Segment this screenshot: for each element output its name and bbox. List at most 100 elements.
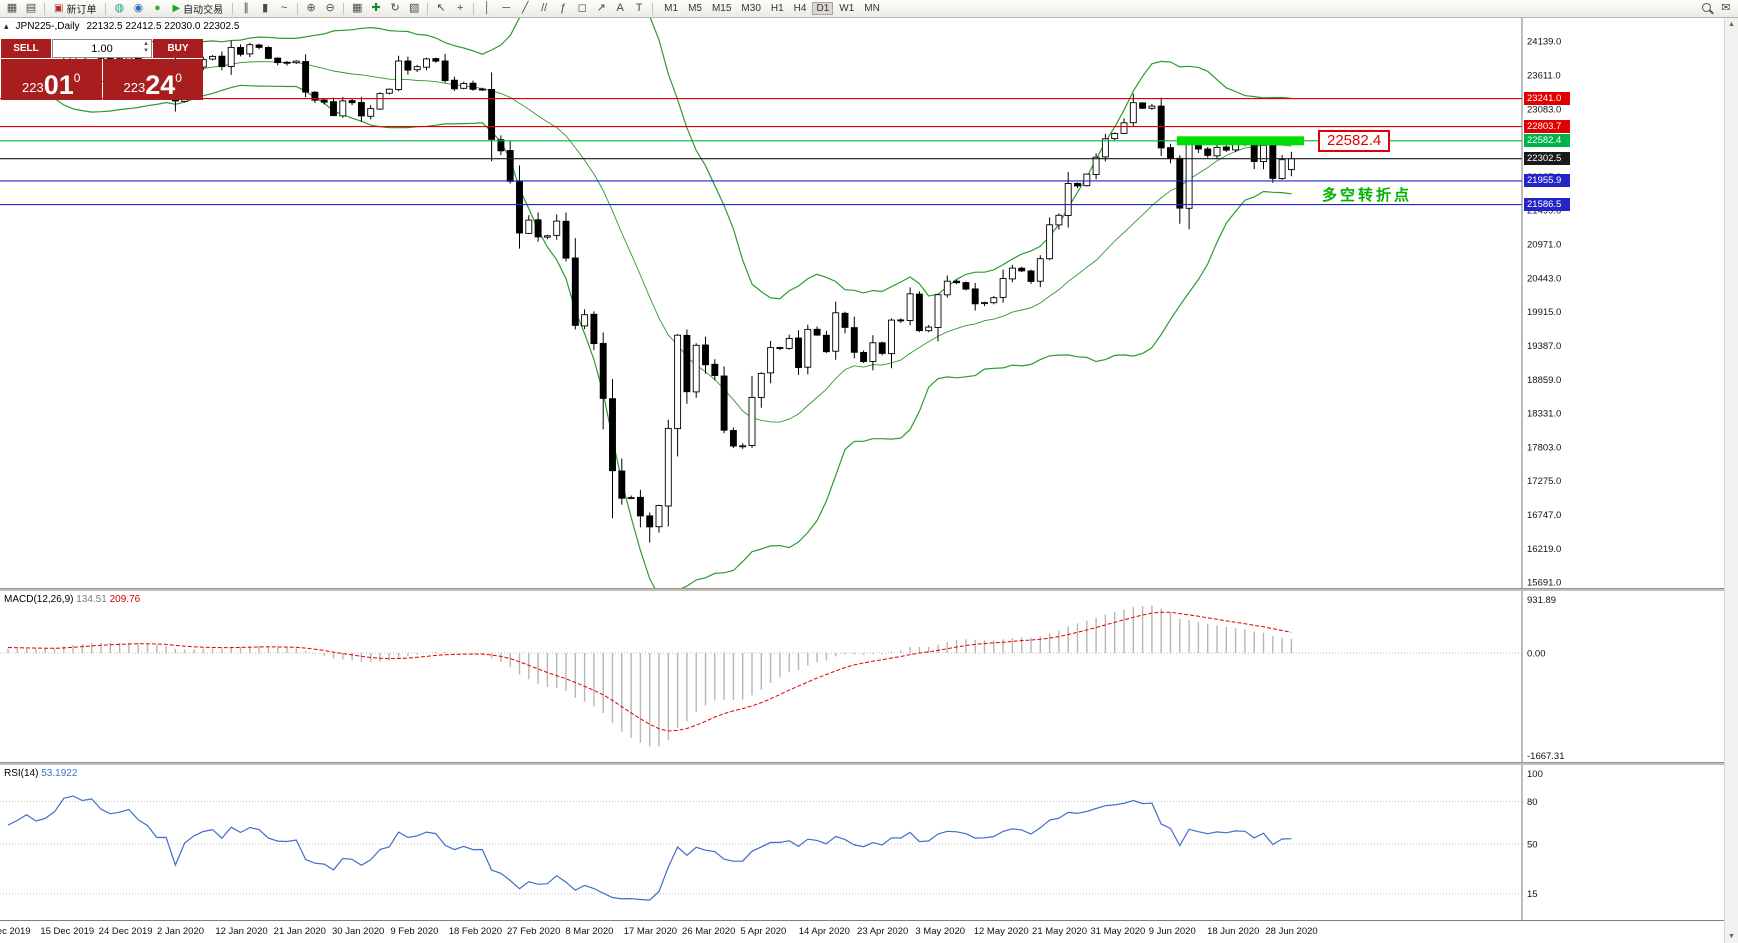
trendline-icon[interactable]: ╱ bbox=[521, 2, 529, 14]
spinner-down-icon[interactable]: ▼ bbox=[143, 48, 149, 54]
arrow-objects-icon[interactable]: ↗ bbox=[596, 2, 606, 14]
svg-text:50: 50 bbox=[1527, 840, 1538, 851]
mql5-icon[interactable]: ◉ bbox=[133, 2, 144, 14]
community-icon[interactable]: ◍ bbox=[114, 2, 125, 14]
price-line-badge[interactable]: 23241.0 bbox=[1524, 92, 1570, 106]
period-refresh-icon[interactable]: ↻ bbox=[390, 2, 400, 14]
toolbar: ▦ ▤ ▣ 新订单 ◍ ◉ ● ▶ 自动交易 ∥ ▮ ~ ⊕ ⊖ ▦ ✚ ↻ ▧ ↖ + │ ─ ╱ // ƒ ◻ ↗ A T M1 M5 M… bbox=[0, 0, 1738, 18]
candlestick-chart-icon[interactable]: ▮ bbox=[262, 2, 269, 14]
timeframe-m1[interactable]: M1 bbox=[664, 3, 679, 14]
volume-field[interactable]: 1.00 ▲ ▼ bbox=[52, 39, 152, 58]
buy-price-big: 24 bbox=[145, 70, 176, 101]
timeframe-d1[interactable]: D1 bbox=[812, 2, 834, 15]
vertical-line-icon[interactable]: │ bbox=[483, 2, 491, 14]
new-order-button[interactable]: ▣ 新订单 bbox=[49, 1, 101, 16]
macd-axis-labels[interactable]: 931.89 0.00 -1667.31 bbox=[1527, 595, 1565, 762]
date-label: 12 May 2020 bbox=[973, 926, 1029, 937]
bar-chart-icon[interactable]: ∥ bbox=[243, 2, 249, 14]
zoom-in-icon[interactable]: ⊕ bbox=[306, 2, 316, 14]
scroll-down-icon[interactable]: ▼ bbox=[1728, 933, 1735, 940]
fibonacci-icon[interactable]: ƒ bbox=[560, 2, 567, 14]
timeframe-m15[interactable]: M15 bbox=[711, 3, 732, 14]
date-label: 17 Mar 2020 bbox=[623, 926, 678, 937]
rsi-chart[interactable]: 100 80 50 15 bbox=[0, 765, 1738, 920]
highlight-zone[interactable] bbox=[1176, 136, 1304, 146]
panel-splitter[interactable] bbox=[0, 762, 1738, 765]
one-click-collapse-icon[interactable]: ▴ bbox=[4, 21, 9, 31]
sell-price-big: 01 bbox=[43, 70, 74, 101]
date-label: 3 May 2020 bbox=[915, 926, 966, 937]
macd-panel[interactable]: 931.89 0.00 -1667.31 MACD(12,26,9) 134.51 … bbox=[0, 591, 1738, 762]
channel-icon[interactable]: // bbox=[541, 2, 548, 14]
timeframe-h1[interactable]: H1 bbox=[770, 3, 784, 14]
date-label: 14 Apr 2020 bbox=[798, 926, 850, 937]
chat-icon[interactable]: ✉ bbox=[1721, 2, 1731, 14]
search-icon[interactable] bbox=[1698, 1, 1716, 16]
svg-text:18331.0: 18331.0 bbox=[1527, 409, 1561, 420]
svg-text:100: 100 bbox=[1527, 769, 1543, 780]
candles bbox=[4, 40, 1295, 543]
macd-chart[interactable]: 931.89 0.00 -1667.31 bbox=[0, 591, 1738, 762]
tile-windows-icon[interactable]: ▦ bbox=[351, 2, 363, 14]
autotrading-button-label: 自动交易 bbox=[183, 5, 224, 16]
price-line-badge[interactable]: 22582.4 bbox=[1524, 134, 1570, 148]
new-chart-icon[interactable]: ▦ bbox=[6, 2, 18, 14]
price-chart[interactable]: 15691.0 16219.0 16747.0 17275.0 17803.0 18331… bbox=[0, 18, 1738, 588]
horizontal-line-icon[interactable]: ─ bbox=[502, 2, 511, 14]
svg-text:15691.0: 15691.0 bbox=[1527, 578, 1561, 588]
sell-price-button[interactable]: 223 01 0 bbox=[1, 59, 102, 100]
volume-value[interactable]: 1.00 bbox=[91, 42, 113, 55]
date-label: 28 Jun 2020 bbox=[1265, 926, 1318, 937]
panel-splitter[interactable] bbox=[0, 588, 1738, 591]
templates-icon[interactable]: ▧ bbox=[408, 2, 420, 14]
main-chart-panel[interactable]: 15691.0 16219.0 16747.0 17275.0 17803.0 18331… bbox=[0, 18, 1738, 588]
sell-button[interactable]: SELL bbox=[1, 39, 51, 58]
svg-text:18859.0: 18859.0 bbox=[1527, 375, 1561, 386]
profiles-icon[interactable]: ▤ bbox=[25, 2, 37, 14]
timeframe-w1[interactable]: W1 bbox=[839, 3, 855, 14]
price-line-badge[interactable]: 22803.7 bbox=[1524, 120, 1570, 134]
current-price-badge[interactable]: 22302.5 bbox=[1524, 152, 1570, 166]
price-line-badge[interactable]: 21955.9 bbox=[1524, 174, 1570, 188]
rsi-value: 53.1922 bbox=[41, 768, 78, 779]
svg-text:23611.0: 23611.0 bbox=[1527, 70, 1561, 81]
vertical-scrollbar[interactable]: ▲ ▼ bbox=[1724, 18, 1738, 943]
autotrading-button[interactable]: ▶ 自动交易 bbox=[167, 1, 228, 16]
shapes-icon[interactable]: ◻ bbox=[577, 2, 587, 14]
timeframe-mn[interactable]: MN bbox=[864, 3, 880, 14]
svg-text:24139.0: 24139.0 bbox=[1527, 37, 1561, 48]
buy-price-button[interactable]: 223 24 0 bbox=[102, 59, 203, 101]
spinner-up-icon[interactable]: ▲ bbox=[143, 41, 149, 47]
timeframe-h4[interactable]: H4 bbox=[793, 3, 807, 14]
volume-spinner[interactable]: ▲ ▼ bbox=[143, 41, 149, 55]
rsi-panel[interactable]: 100 80 50 15 RSI(14) 53.1922 bbox=[0, 765, 1738, 920]
text-icon[interactable]: A bbox=[616, 2, 624, 14]
line-chart-icon[interactable]: ~ bbox=[280, 2, 288, 14]
crosshair-icon[interactable]: + bbox=[456, 2, 464, 14]
timeframe-m5[interactable]: M5 bbox=[688, 3, 702, 14]
indicators-icon[interactable]: ✚ bbox=[371, 2, 381, 14]
svg-text:80: 80 bbox=[1527, 797, 1538, 808]
buy-button[interactable]: BUY bbox=[153, 39, 203, 58]
timeframe-m30[interactable]: M30 bbox=[741, 3, 761, 14]
buy-price-prefix: 223 bbox=[123, 80, 146, 95]
new-order-button-label: 新订单 bbox=[66, 5, 97, 16]
price-line-badge[interactable]: 21586.5 bbox=[1524, 198, 1570, 212]
sell-price-prefix: 223 bbox=[22, 80, 44, 95]
zoom-out-icon[interactable]: ⊖ bbox=[325, 2, 335, 14]
macd-value: 134.51 bbox=[76, 594, 107, 605]
date-label: 9 Jun 2020 bbox=[1148, 926, 1196, 937]
toolbar-separator bbox=[473, 2, 475, 15]
scroll-up-icon[interactable]: ▲ bbox=[1728, 21, 1735, 28]
text-label-icon[interactable]: T bbox=[635, 2, 643, 14]
virtual-hosting-icon[interactable]: ● bbox=[154, 2, 161, 14]
ohlc-values: 22132.5 22412.5 22030.0 22302.5 bbox=[86, 21, 240, 32]
annotation-text[interactable]: 多空转折点 bbox=[1322, 187, 1413, 204]
svg-text:23083.0: 23083.0 bbox=[1527, 104, 1561, 115]
svg-text:20971.0: 20971.0 bbox=[1527, 240, 1561, 251]
cursor-icon[interactable]: ↖ bbox=[436, 2, 446, 14]
price-callout-label[interactable]: 22582.4 bbox=[1318, 129, 1391, 152]
rsi-axis-labels[interactable]: 100 80 50 15 bbox=[1527, 769, 1543, 900]
